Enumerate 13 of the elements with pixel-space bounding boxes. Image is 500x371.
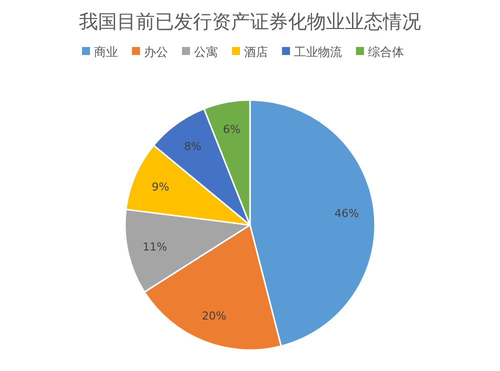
data-label: 20% bbox=[202, 310, 226, 323]
data-label: 9% bbox=[152, 180, 170, 194]
legend-label: 办公 bbox=[144, 45, 168, 59]
data-label: 11% bbox=[142, 240, 168, 254]
legend-label: 商业 bbox=[94, 45, 118, 59]
data-label: 46% bbox=[334, 206, 359, 220]
legend-label: 综合体 bbox=[368, 45, 404, 59]
legend-label: 工业物流 bbox=[294, 45, 342, 59]
legend-label: 酒店 bbox=[244, 45, 268, 59]
data-label: 8% bbox=[184, 140, 202, 154]
data-label: 6% bbox=[223, 123, 240, 136]
legend-label: 公寓 bbox=[194, 45, 218, 59]
chart-title: 我国目前已发行资产证券化物业业态情况 bbox=[79, 11, 421, 33]
